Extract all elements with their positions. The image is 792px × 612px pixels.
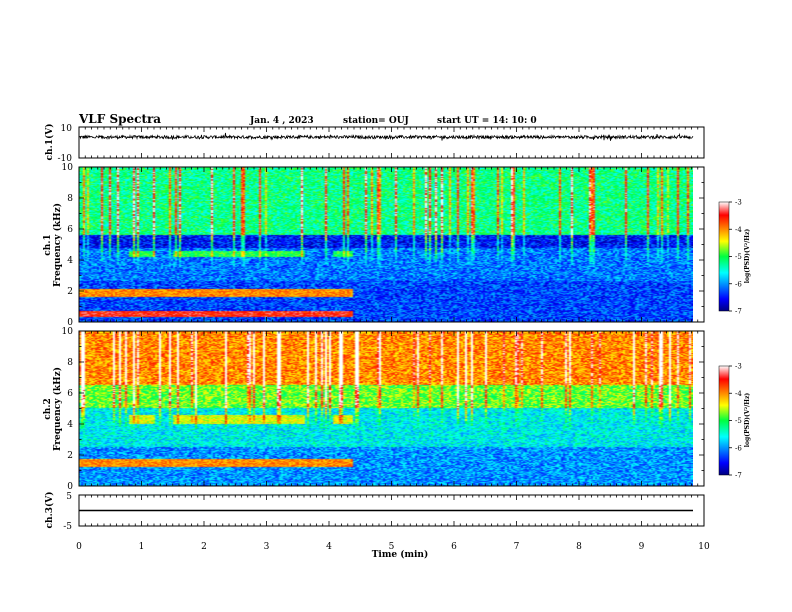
time-tick-label: 4: [326, 542, 332, 552]
ch1-colorbar-gradient: [718, 201, 730, 312]
ch3-waveform-ylabel: ch.3(V): [44, 492, 55, 529]
ch1-waveform-ylabel: ch.1(V): [44, 124, 55, 161]
freq-tick-label: 6: [67, 225, 73, 235]
ch1-colorbar-label: log(PSD)(V²/Hz): [744, 229, 751, 284]
time-tick-label: 2: [201, 542, 207, 552]
ch2-colorbar: -3 -4 -5 -6 -7 log(PSD)(V²/Hz): [718, 363, 751, 480]
time-tick-label: 1: [139, 542, 145, 552]
start-time-label: start UT = 14: 10: 0: [437, 116, 537, 126]
colorbar-tick-label: -7: [735, 472, 742, 480]
ch1-ytick-top: 10: [61, 124, 73, 134]
ch1-ytick-bottom: -10: [58, 154, 73, 164]
ch2-spectrogram-ylabel-frequency: Frequency (kHz): [52, 367, 63, 451]
colorbar-tick-label: -5: [735, 253, 742, 261]
time-tick-label: 8: [576, 542, 582, 552]
time-tick-label: 10: [698, 542, 710, 552]
colorbar-tick-label: -6: [735, 280, 742, 288]
time-tick-label: 5: [389, 542, 395, 552]
time-axis-label: Time (min): [372, 549, 429, 560]
ch2-colorbar-label: log(PSD)(V²/Hz): [744, 393, 751, 448]
colorbar-tick-label: -5: [735, 417, 742, 425]
ch3-ytick-bottom: -5: [63, 522, 72, 532]
time-tick-label: 9: [639, 542, 645, 552]
freq-tick-label: 0: [67, 318, 73, 328]
freq-tick-label: 4: [67, 256, 73, 266]
ch1-spectrogram-ylabel-channel: ch.1: [43, 234, 53, 255]
station-label: station= OUJ: [343, 116, 409, 126]
ch1-spectrogram-panel: 0 2 4 6 8 10 ch.1 Frequency (kHz): [43, 163, 705, 328]
ch1-waveform-panel: 10 -10 ch.1(V): [44, 124, 705, 164]
time-axis: 0 1 2 3 4 5 6 7 8 9 10: [76, 127, 710, 552]
freq-tick-label: 4: [67, 420, 73, 430]
freq-tick-label: 2: [67, 451, 73, 461]
ch1-spectrogram-image: [79, 167, 693, 322]
time-tick-label: 3: [264, 542, 270, 552]
colorbar-tick-label: -4: [735, 226, 742, 234]
colorbar-tick-label: -3: [735, 199, 742, 207]
freq-tick-label: 10: [62, 327, 74, 337]
colorbar-tick-label: -4: [735, 390, 742, 398]
ch2-spectrogram-panel: 0 2 4 6 8 10 ch.2 Frequency (kHz): [43, 327, 705, 492]
freq-tick-label: 6: [67, 389, 73, 399]
ch3-waveform-panel: 5 -5 ch.3(V): [44, 492, 705, 532]
date-label: Jan. 4 , 2023: [249, 116, 314, 126]
ch1-colorbar: -3 -4 -5 -6 -7 log(PSD)(V²/Hz): [718, 199, 751, 316]
ch3-ytick-top: 5: [66, 492, 72, 502]
freq-tick-label: 10: [62, 163, 74, 173]
ch1-spectrogram-ylabel-frequency: Frequency (kHz): [52, 203, 63, 287]
ch2-spectrogram-ylabel-channel: ch.2: [43, 398, 53, 419]
colorbar-tick-label: -3: [735, 363, 742, 371]
freq-tick-label: 2: [67, 287, 73, 297]
freq-tick-label: 8: [67, 194, 73, 204]
figure-title: VLF Spectra: [78, 112, 161, 126]
colorbar-tick-label: -6: [735, 444, 742, 452]
time-tick-label: 7: [514, 542, 520, 552]
time-tick-label: 6: [451, 542, 457, 552]
freq-tick-label: 8: [67, 358, 73, 368]
freq-tick-label: 0: [67, 482, 73, 492]
colorbar-tick-label: -7: [735, 308, 742, 316]
ch1-waveform-line: [78, 132, 694, 141]
time-tick-label: 0: [76, 542, 82, 552]
ch2-colorbar-gradient: [718, 365, 730, 476]
ch2-spectrogram-image: [79, 331, 693, 486]
